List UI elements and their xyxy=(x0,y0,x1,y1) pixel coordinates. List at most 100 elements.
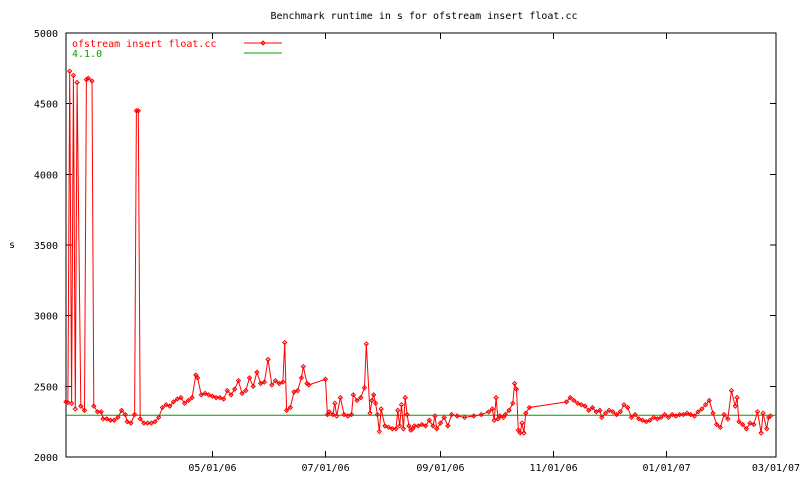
data-point xyxy=(276,380,282,387)
x-tick-label: 11/01/06 xyxy=(529,463,577,474)
data-point xyxy=(202,390,208,397)
data-point xyxy=(489,406,496,412)
data-point xyxy=(170,399,177,405)
data-point xyxy=(322,376,329,382)
data-point xyxy=(396,423,403,429)
data-point xyxy=(246,375,253,381)
data-point xyxy=(419,421,425,428)
data-point xyxy=(502,411,509,418)
data-point xyxy=(239,390,245,397)
data-point xyxy=(606,407,612,414)
legend-label-ofstream-insert-float: ofstream insert float.cc xyxy=(72,39,217,50)
data-point xyxy=(736,418,742,425)
data-point xyxy=(485,409,492,415)
data-point xyxy=(732,403,738,409)
data-point xyxy=(291,389,297,395)
data-point xyxy=(148,420,154,426)
data-point xyxy=(194,375,201,381)
data-point xyxy=(497,413,503,419)
data-point xyxy=(159,404,166,411)
data-point xyxy=(747,420,753,426)
data-point xyxy=(448,411,455,418)
data-point xyxy=(395,407,401,414)
data-point xyxy=(519,420,525,426)
data-point xyxy=(361,385,368,391)
chart-title: Benchmark runtime in s for ofstream inse… xyxy=(270,11,577,22)
data-point xyxy=(378,406,384,412)
data-point xyxy=(593,409,599,415)
data-point xyxy=(89,78,95,84)
data-point xyxy=(610,409,616,415)
data-point xyxy=(133,108,140,114)
series-ofstream-insert-float-line xyxy=(65,71,771,435)
data-point xyxy=(713,421,720,428)
data-point xyxy=(348,411,355,418)
data-point xyxy=(367,410,373,416)
data-point xyxy=(345,413,351,419)
data-point xyxy=(658,414,664,421)
data-point xyxy=(68,400,75,407)
data-point xyxy=(376,428,382,435)
x-tick-label: 01/01/07 xyxy=(643,463,691,474)
data-point xyxy=(70,72,77,79)
data-point xyxy=(665,414,672,421)
data-point xyxy=(426,417,433,423)
data-point xyxy=(254,369,260,375)
y-tick-label: 2500 xyxy=(34,382,58,393)
legend: ofstream insert float.cc 4.1.0 xyxy=(72,39,282,60)
data-point xyxy=(78,403,84,409)
data-point xyxy=(613,411,620,418)
data-point xyxy=(385,424,392,431)
data-point xyxy=(324,411,331,418)
data-point xyxy=(333,413,340,419)
data-point xyxy=(287,404,294,411)
data-point xyxy=(81,407,88,414)
data-point xyxy=(500,414,507,421)
data-point xyxy=(265,356,271,363)
y-tick-label: 2000 xyxy=(34,453,58,464)
data-point xyxy=(510,400,516,407)
data-point xyxy=(650,414,657,421)
y-axis-label: s xyxy=(9,240,15,251)
data-point xyxy=(471,413,477,419)
data-point xyxy=(220,396,227,402)
data-point xyxy=(398,401,405,408)
x-tick-label: 07/01/06 xyxy=(301,463,349,474)
data-point xyxy=(67,68,73,74)
data-point xyxy=(739,421,746,428)
data-point xyxy=(406,423,412,429)
data-point xyxy=(257,380,264,387)
data-point xyxy=(306,382,312,388)
data-point xyxy=(228,392,234,398)
data-point xyxy=(280,379,286,385)
data-point xyxy=(128,420,134,426)
data-point xyxy=(734,394,740,401)
data-point xyxy=(706,397,712,404)
data-point xyxy=(669,411,675,418)
data-point xyxy=(754,409,761,415)
data-point xyxy=(98,409,104,415)
x-tick-label: 09/01/06 xyxy=(416,463,464,474)
data-point xyxy=(491,417,497,423)
data-point xyxy=(330,411,336,418)
data-point xyxy=(124,418,130,425)
data-point xyxy=(261,379,268,385)
data-point xyxy=(695,409,701,415)
plot-area xyxy=(65,32,777,458)
data-point xyxy=(574,400,581,407)
data-point xyxy=(597,407,603,414)
data-point xyxy=(231,386,238,392)
data-point xyxy=(198,392,205,398)
data-point xyxy=(118,407,125,414)
data-point xyxy=(621,401,627,408)
data-point xyxy=(454,413,460,419)
data-point xyxy=(341,411,347,418)
data-point xyxy=(326,409,332,415)
data-point xyxy=(639,417,646,423)
data-point xyxy=(337,394,344,401)
data-point xyxy=(673,413,679,419)
data-point xyxy=(152,418,158,425)
data-point xyxy=(374,411,381,418)
data-point xyxy=(300,363,306,370)
